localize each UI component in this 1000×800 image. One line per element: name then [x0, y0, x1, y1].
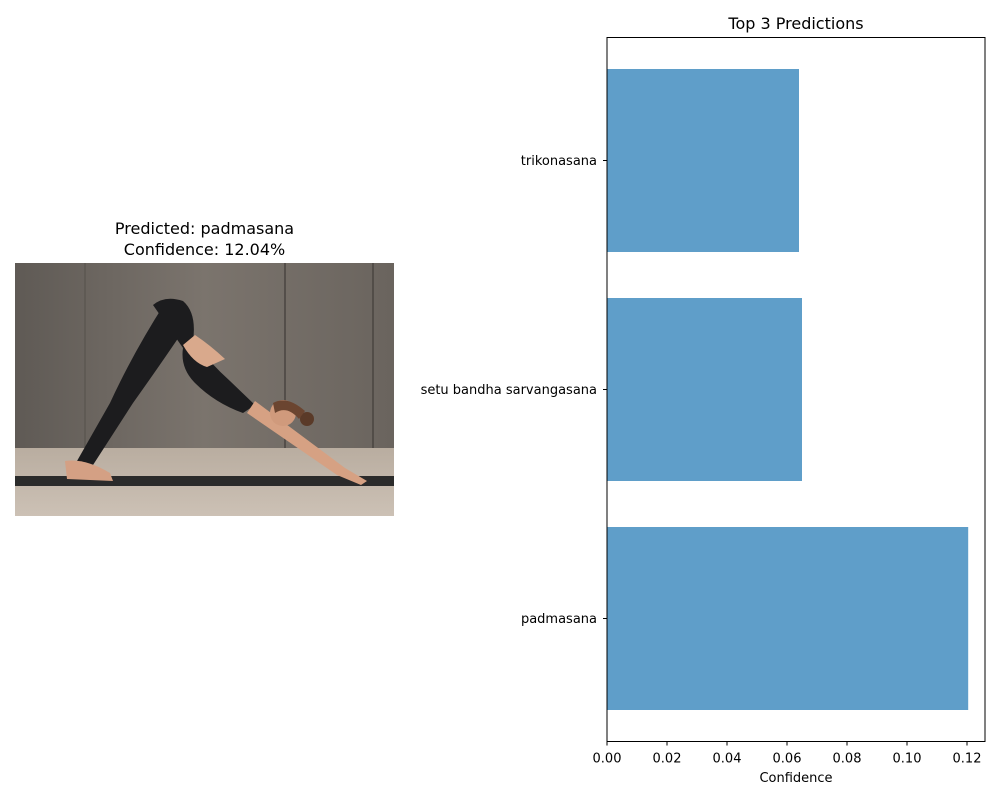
x-tick-label: 0.08: [833, 752, 862, 767]
bar-padmasana: [607, 527, 969, 710]
predicted-label: Predicted: padmasana: [114, 219, 295, 238]
bar-trikonasana: [607, 69, 799, 252]
y-tick-label: trikonasana: [521, 154, 597, 169]
confidence-label: Confidence: 12.04%: [123, 240, 286, 259]
x-tick-label: 0.04: [713, 752, 742, 767]
y-tick-label: padmasana: [521, 612, 597, 627]
bar-setu-bandha-sarvangasana: [607, 298, 802, 481]
x-axis-label: Confidence: [759, 771, 832, 786]
yoga-mat: [15, 476, 394, 486]
y-tick-label: setu bandha sarvangasana: [421, 383, 597, 398]
x-tick-label: 0.00: [593, 752, 622, 767]
x-tick-label: 0.06: [773, 752, 802, 767]
yoga-pose-photo: [15, 263, 394, 516]
x-tick-label: 0.02: [653, 752, 682, 767]
x-tick-label: 0.12: [953, 752, 982, 767]
bars-layer: [607, 69, 969, 710]
axis-layer: padmasana setu bandha sarvangasana trikona…: [421, 154, 982, 767]
chart-title: Top 3 Predictions: [727, 14, 863, 33]
x-tick-label: 0.10: [893, 752, 922, 767]
